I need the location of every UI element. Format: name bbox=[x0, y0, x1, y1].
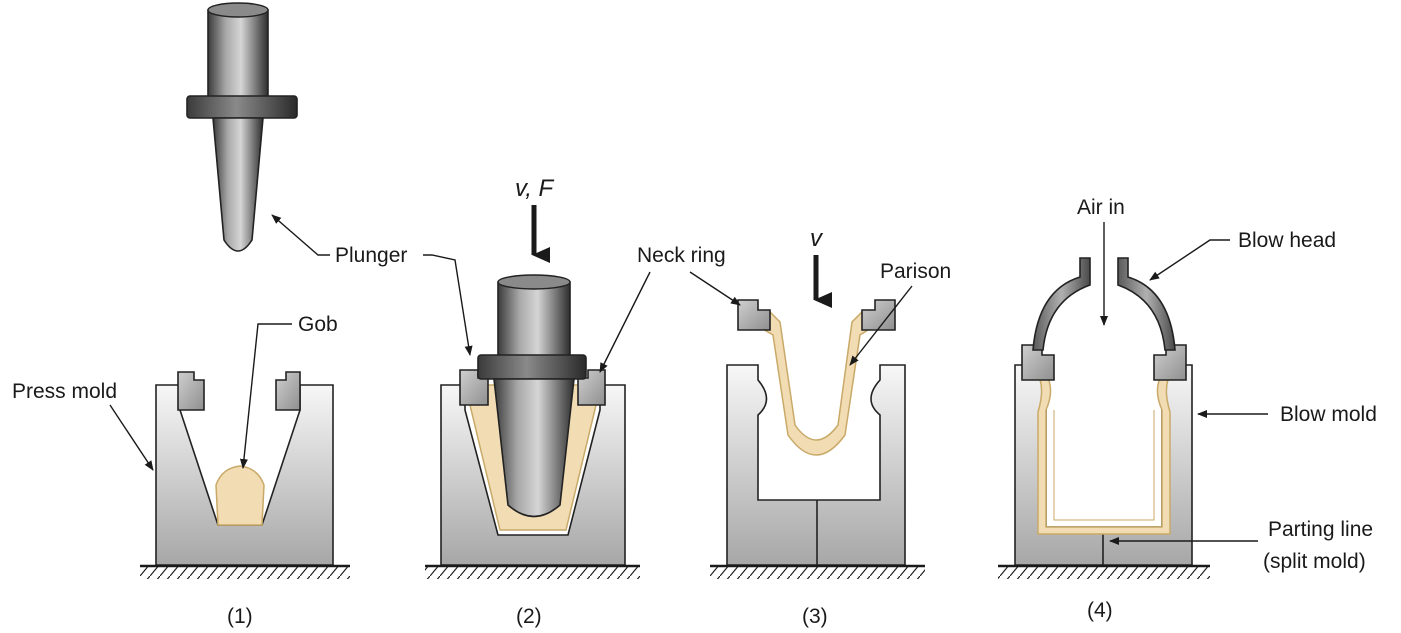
step-number-4: (4) bbox=[1087, 599, 1113, 622]
neck-ring-label: Neck ring bbox=[637, 244, 726, 267]
step-4-blowing: Air in bbox=[998, 196, 1210, 579]
press-mold bbox=[155, 371, 334, 566]
blow-head bbox=[1032, 257, 1176, 351]
parting-line-label: Parting line bbox=[1268, 518, 1373, 541]
plunger-step2 bbox=[477, 274, 587, 518]
press-mold-label: Press mold bbox=[12, 380, 117, 403]
step-2-pressing: v, F bbox=[425, 175, 640, 579]
step-number-3: (3) bbox=[802, 605, 828, 628]
blow-mold-label: Blow mold bbox=[1280, 403, 1377, 426]
gob-label: Gob bbox=[298, 313, 338, 336]
plunger-step1 bbox=[186, 2, 298, 252]
plunger-label: Plunger bbox=[335, 244, 407, 267]
blow-head-label: Blow head bbox=[1238, 229, 1336, 252]
step-1-gob-loading bbox=[140, 2, 350, 579]
velocity-label: v bbox=[810, 225, 824, 252]
step-3-transfer: v bbox=[710, 225, 925, 579]
step-number-1: (1) bbox=[227, 605, 253, 628]
step-number-2: (2) bbox=[516, 605, 542, 628]
split-mold-label: (split mold) bbox=[1263, 550, 1366, 573]
parison-label: Parison bbox=[880, 260, 951, 283]
air-in-label: Air in bbox=[1077, 196, 1125, 219]
velocity-force-label: v, F bbox=[515, 175, 555, 202]
